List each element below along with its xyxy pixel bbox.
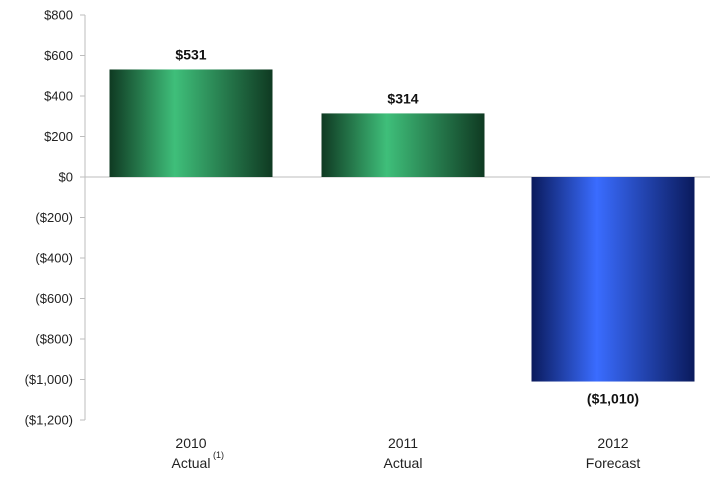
y-tick-label: ($200) — [35, 210, 73, 225]
y-tick-label: $0 — [59, 170, 73, 185]
data-label-2012: ($1,010) — [587, 391, 639, 407]
y-tick-label: $400 — [44, 89, 73, 104]
bar-2012 — [531, 177, 695, 382]
bars — [109, 69, 695, 382]
y-tick-label: ($1,200) — [25, 413, 73, 428]
y-tick-label: ($1,000) — [25, 372, 73, 387]
y-tick-label: ($400) — [35, 251, 73, 266]
y-tick-label: ($800) — [35, 332, 73, 347]
bar-2010 — [109, 69, 273, 177]
y-tick-label: $200 — [44, 129, 73, 144]
data-label-2011: $314 — [387, 90, 418, 106]
category-label-year: 2012 — [597, 435, 628, 451]
category-label-year: 2010 — [175, 435, 206, 451]
category-label-type: Actual — [384, 455, 423, 471]
y-tick-label: $600 — [44, 48, 73, 63]
category-label-type: Actual — [172, 455, 211, 471]
y-tick-label: ($600) — [35, 291, 73, 306]
bar-2011 — [321, 113, 485, 177]
footnote-marker: (1) — [213, 450, 224, 460]
y-tick-label: $800 — [44, 8, 73, 23]
data-labels: $531 $314 ($1,010) — [175, 46, 639, 406]
category-label-type: Forecast — [586, 455, 641, 471]
data-label-2010: $531 — [175, 46, 206, 62]
category-label-year: 2011 — [388, 435, 418, 451]
